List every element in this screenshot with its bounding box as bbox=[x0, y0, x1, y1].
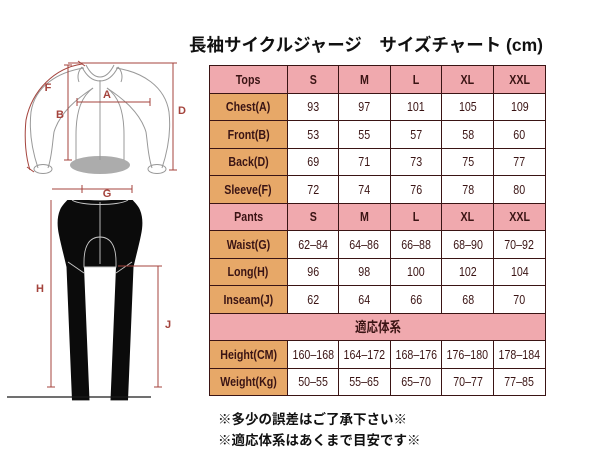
svg-text:A: A bbox=[103, 89, 111, 101]
svg-text:B: B bbox=[56, 109, 64, 121]
svg-text:F: F bbox=[45, 82, 52, 94]
svg-text:D: D bbox=[178, 105, 186, 117]
svg-text:H: H bbox=[36, 283, 44, 295]
svg-text:G: G bbox=[103, 188, 112, 200]
svg-text:J: J bbox=[165, 319, 171, 331]
